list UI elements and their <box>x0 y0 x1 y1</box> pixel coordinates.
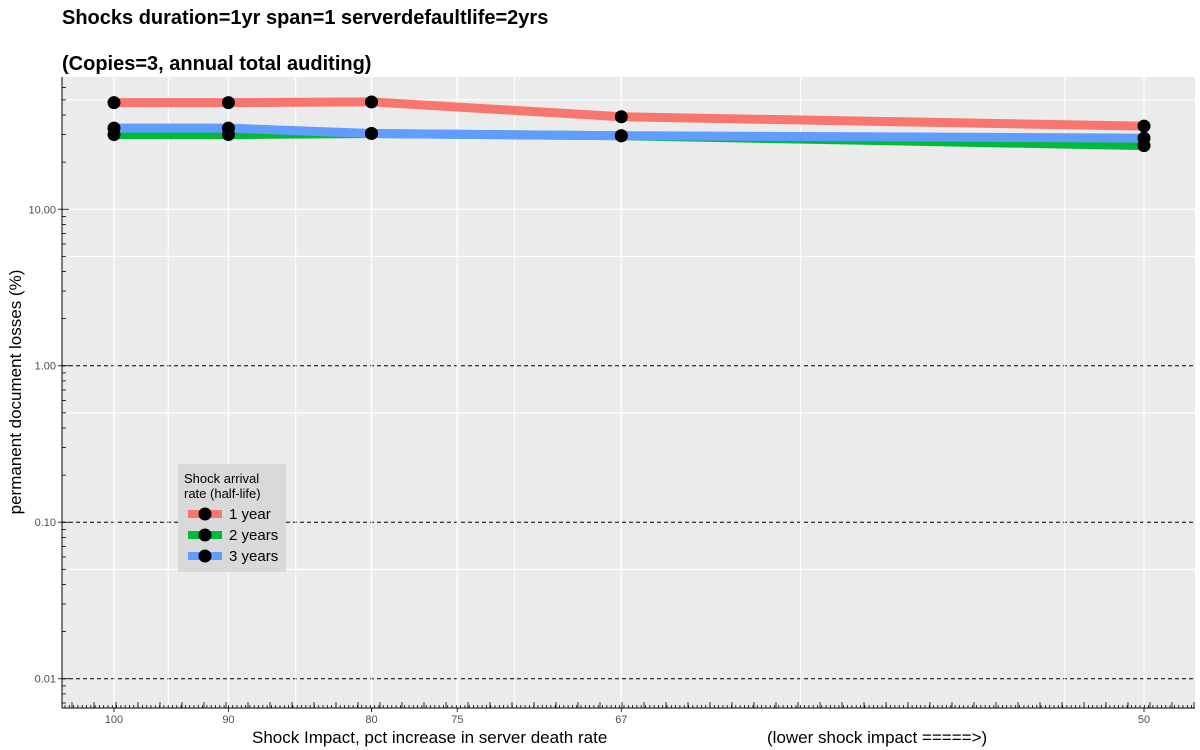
x-tick-label: 50 <box>1138 714 1150 726</box>
y-tick-label: 1.00 <box>35 361 56 373</box>
y-tick-label: 0.10 <box>35 517 56 529</box>
x-axis-note: (lower shock impact =====>) <box>767 728 987 747</box>
data-point <box>107 121 121 135</box>
data-point <box>614 129 628 143</box>
data-point <box>365 95 378 109</box>
x-tick-label: 90 <box>222 714 234 726</box>
chart-subtitle: (Copies=3, annual total auditing) <box>62 53 371 75</box>
legend: Shock arrival rate (half-life) 1 year 2 y… <box>178 464 286 572</box>
axes: 0.01 0.10 1.00 10.00 100 90 80 75 67 50 <box>28 87 1195 726</box>
y-tick-label: 10.00 <box>28 204 56 216</box>
data-point <box>221 96 235 110</box>
legend-key-point <box>198 549 212 563</box>
grid <box>62 77 1195 708</box>
legend-items: 1 year 2 years 3 years <box>188 506 278 565</box>
data-point <box>1137 119 1151 133</box>
x-axis-title: Shock Impact, pct increase in server dea… <box>252 728 607 747</box>
data-point <box>107 96 121 110</box>
legend-key-point <box>198 507 212 521</box>
x-tick-label: 67 <box>615 714 627 726</box>
x-tick-label: 75 <box>451 714 463 726</box>
plot-panel <box>62 77 1195 708</box>
data-point <box>614 110 628 124</box>
x-tick-label: 80 <box>365 714 377 726</box>
legend-label: 3 years <box>229 548 278 565</box>
x-tick-label: 100 <box>105 714 123 726</box>
data-points <box>107 95 1151 153</box>
legend-label: 2 years <box>229 527 278 544</box>
legend-key-point <box>198 528 212 542</box>
y-axis-title: permanent document losses (%) <box>6 270 25 515</box>
data-point <box>1137 131 1151 145</box>
chart-title: Shocks duration=1yr span=1 serverdefault… <box>62 7 548 29</box>
legend-title-line2: rate (half-life) <box>184 486 261 501</box>
legend-title-line1: Shock arrival <box>184 471 259 486</box>
legend-label: 1 year <box>229 506 271 523</box>
data-point <box>365 126 378 140</box>
data-point <box>221 121 235 135</box>
y-tick-label: 0.01 <box>35 674 56 686</box>
